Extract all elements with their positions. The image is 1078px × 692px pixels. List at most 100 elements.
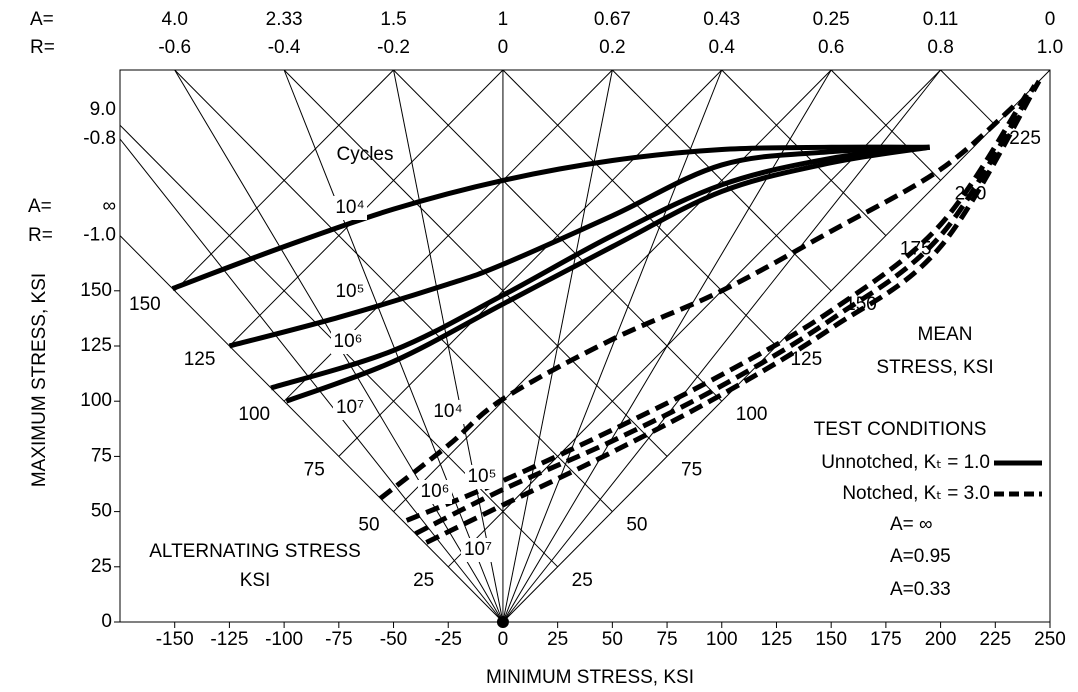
x-tick-label: -150: [156, 629, 194, 650]
life-curve: [228, 144, 930, 349]
x-tick-label: 75: [656, 629, 677, 650]
curve-label: 10⁶: [421, 481, 450, 502]
left-a-label: 9.0: [90, 99, 116, 120]
a-label: 0.67: [594, 9, 631, 30]
mean-tick-label: 125: [790, 349, 822, 370]
test-a: A= ∞: [890, 514, 933, 535]
mean-label: STRESS, KSI: [876, 357, 993, 378]
life-curve: [285, 144, 931, 404]
life-curve: [405, 90, 1031, 523]
a-label: 0: [1045, 9, 1056, 30]
a-prefix: A=: [28, 196, 52, 217]
r-prefix: R=: [28, 225, 53, 246]
r-label: 0.6: [818, 37, 844, 58]
y-tick-label: 100: [80, 390, 112, 411]
r-line: [502, 69, 832, 623]
curve-label: 10⁴: [335, 197, 364, 218]
curve-label: 10⁷: [336, 397, 364, 418]
y-tick-label: 150: [80, 280, 112, 301]
a-prefix: A=: [30, 9, 54, 30]
x-tick-label: -125: [210, 629, 248, 650]
y-tick-label: 0: [101, 611, 112, 632]
curve-label: 10⁵: [335, 281, 364, 302]
x-tick-label: 25: [547, 629, 568, 650]
curve-label-bg: [465, 465, 499, 489]
alt-tick-label: 50: [358, 515, 379, 536]
r-label: 0.2: [599, 37, 625, 58]
left-r-label: -0.8: [83, 128, 116, 149]
alt-label: KSI: [240, 570, 271, 591]
life-curve: [414, 84, 1037, 536]
r-line: [119, 235, 504, 623]
r-label: -0.4: [268, 37, 301, 58]
life-curve: [425, 79, 1042, 545]
curve-label: 10⁴: [433, 401, 462, 422]
y-tick-label: 75: [91, 445, 112, 466]
life-curve: [270, 144, 930, 391]
r-line: [283, 69, 504, 623]
r-label: 0: [498, 37, 509, 58]
a-label: 4.0: [161, 9, 187, 30]
y-axis-label: MAXIMUM STRESS, KSI: [29, 273, 50, 487]
r-line: [502, 69, 723, 623]
mean-tick-label: 150: [845, 294, 877, 315]
left-a-label: ∞: [102, 196, 116, 217]
x-tick-label: -50: [380, 629, 407, 650]
curve-label-bg: [418, 480, 452, 504]
x-tick-label: -75: [325, 629, 352, 650]
mean-tick-label: 50: [626, 515, 647, 536]
legend-title: TEST CONDITIONS: [814, 419, 987, 440]
x-tick-label: 50: [602, 629, 623, 650]
x-tick-label: 175: [870, 629, 902, 650]
mean-tick-label: 25: [572, 570, 593, 591]
test-a: A=0.33: [890, 579, 951, 600]
alt-label: ALTERNATING STRESS: [149, 541, 361, 562]
alt-tick-label: 75: [304, 459, 325, 480]
curve-label: 10⁶: [334, 331, 363, 352]
r-label: -0.2: [377, 37, 410, 58]
mean-tick-label: 75: [681, 459, 702, 480]
mean-grid-line: [502, 69, 777, 347]
a-label: 0.25: [813, 9, 850, 30]
curve-label: 10⁵: [467, 466, 496, 487]
curve-label-bg: [333, 196, 367, 220]
mean-tick-label: 225: [1009, 128, 1041, 149]
x-tick-label: 200: [925, 629, 957, 650]
x-tick-label: -100: [265, 629, 303, 650]
curve-label-bg: [461, 538, 495, 562]
a-label: 2.33: [266, 9, 303, 30]
alt-grid-line: [338, 69, 723, 457]
x-tick-label: 225: [979, 629, 1011, 650]
r-label: 0.4: [709, 37, 736, 58]
life-curve: [378, 101, 1019, 501]
r-line: [119, 138, 504, 623]
alt-tick-label: 125: [184, 349, 216, 370]
a-label: 1: [498, 9, 509, 30]
x-tick-label: 100: [706, 629, 738, 650]
y-tick-label: 125: [80, 335, 112, 356]
y-tick-label: 50: [91, 501, 112, 522]
r-label: -0.6: [158, 37, 191, 58]
test-a: A=0.95: [890, 546, 951, 567]
y-tick-label: 25: [91, 556, 112, 577]
x-tick-label: 150: [815, 629, 847, 650]
a-label: 0.11: [923, 9, 959, 30]
r-label: 0.8: [927, 37, 953, 58]
alt-tick-label: 150: [129, 294, 161, 315]
x-tick-label: 0: [498, 629, 509, 650]
a-label: 0.43: [703, 9, 740, 30]
curve-label-bg: [333, 280, 367, 304]
r-line: [393, 69, 504, 623]
mean-tick-label: 100: [736, 404, 768, 425]
curve-label-bg: [333, 396, 367, 420]
mean-grid-line: [283, 69, 668, 457]
x-tick-label: 125: [761, 629, 793, 650]
x-axis-label: MINIMUM STRESS, KSI: [486, 667, 694, 688]
r-line: [502, 69, 941, 623]
life-curve: [171, 144, 930, 291]
cycles-label: Cycles: [336, 144, 393, 165]
r-label: 1.0: [1037, 37, 1063, 58]
curve-label: 10⁷: [464, 539, 492, 560]
legend-label: Unnotched, Kₜ = 1.0: [821, 452, 990, 473]
